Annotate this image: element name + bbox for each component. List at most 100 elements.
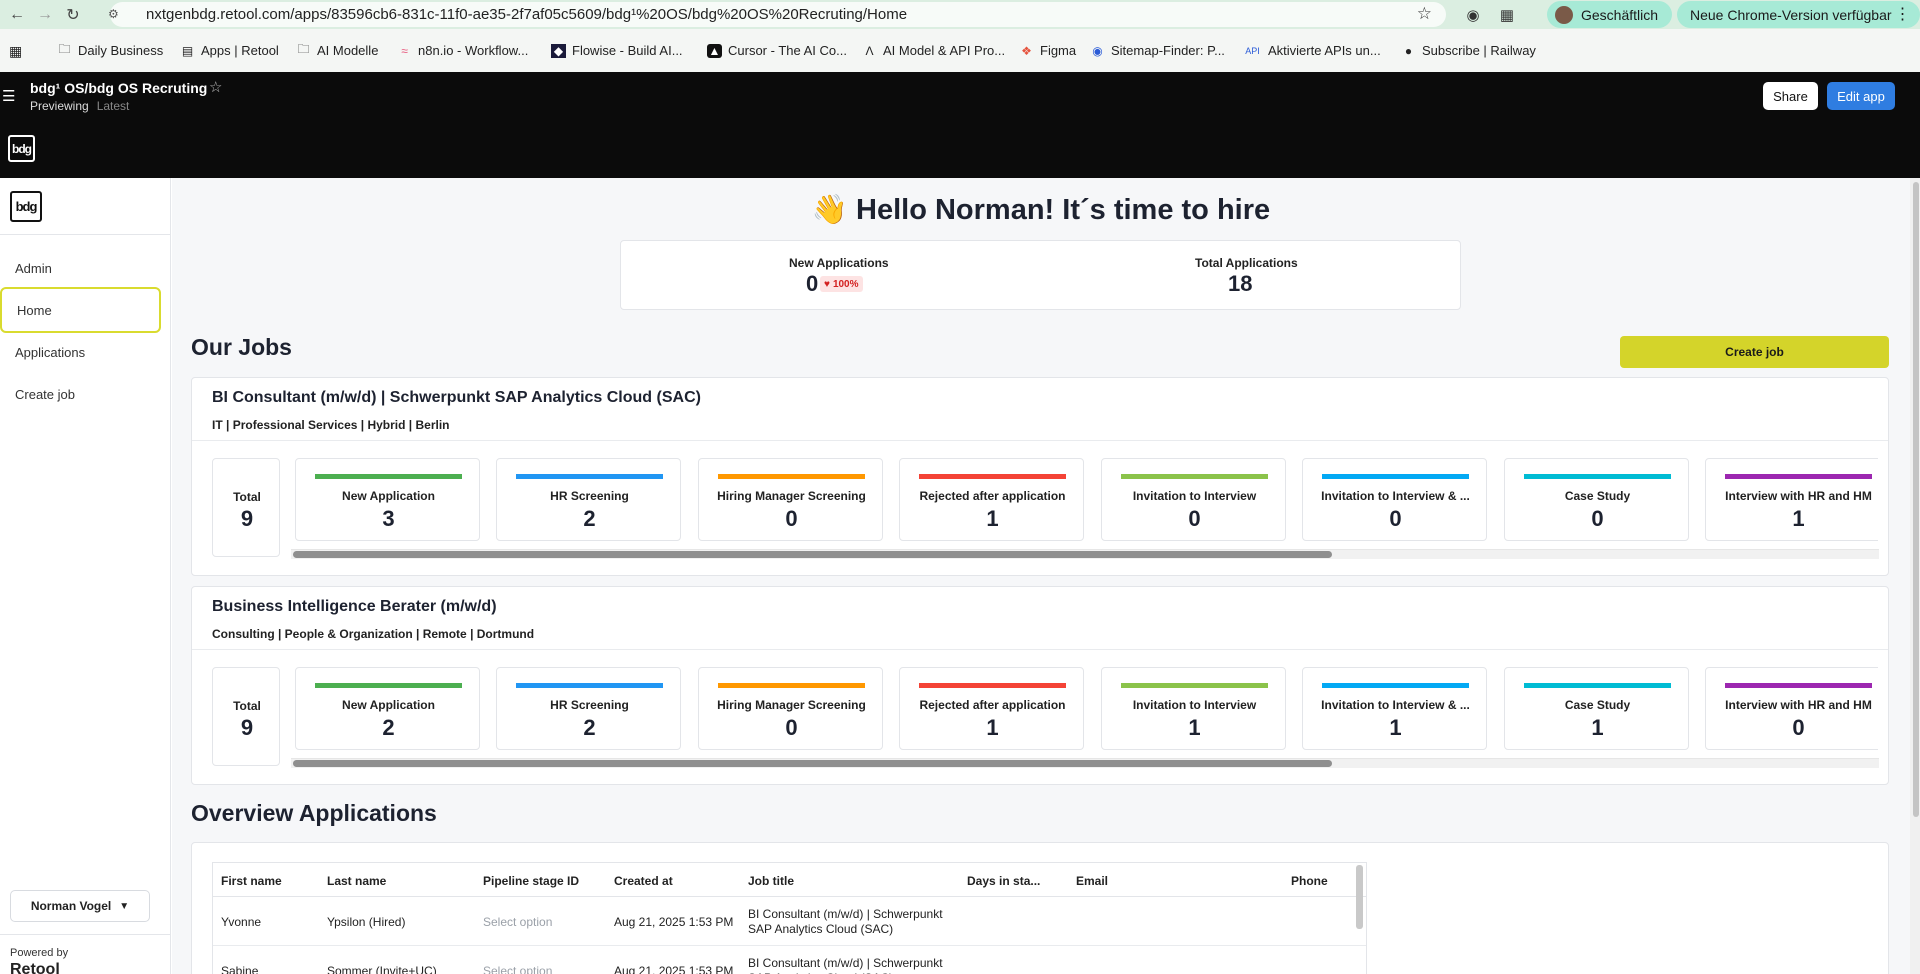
forward-icon[interactable]: → (37, 5, 53, 23)
job-meta: Consulting | People & Organization | Rem… (212, 627, 535, 641)
horizontal-scrollbar-thumb[interactable] (293, 760, 1332, 767)
favorite-star-icon[interactable]: ☆ (209, 79, 223, 96)
bookmark-cursor[interactable]: ▲ Cursor - The AI Co... (707, 43, 847, 58)
user-menu-button[interactable]: Norman Vogel ▼ (10, 890, 150, 922)
stage-invitation-interview-uc[interactable]: Invitation to Interview & ... 0 (1302, 458, 1487, 541)
stage-hr-screening[interactable]: HR Screening 2 (496, 458, 681, 541)
bookmark-flowise[interactable]: ◆ Flowise - Build AI... (551, 43, 683, 58)
bookmark-railway[interactable]: ● Subscribe | Railway (1401, 43, 1536, 58)
reload-icon[interactable]: ↻ (66, 6, 80, 24)
stage-hiring-manager-screening[interactable]: Hiring Manager Screening 0 (698, 458, 883, 541)
cell-job-title[interactable]: BI Consultant (m/w/d) | Schwerpunkt SAP … (748, 907, 943, 936)
header-logo: bdg (8, 135, 35, 162)
extension-icon[interactable]: ◉ (1466, 7, 1480, 24)
column-header-created-at[interactable]: Created at (614, 874, 673, 888)
cell-created-at[interactable]: Aug 21, 2025 1:53 PM (614, 964, 734, 974)
sidebar-divider (0, 234, 171, 235)
stage-interview-hr-hm[interactable]: Interview with HR and HM 0 (1705, 667, 1878, 750)
version-label[interactable]: Latest (96, 99, 130, 113)
column-header-job-title[interactable]: Job title (748, 874, 795, 888)
share-button[interactable]: Share (1763, 82, 1818, 110)
stage-new-application[interactable]: New Application 2 (295, 667, 480, 750)
bookmark-daily-business[interactable]: 🗀 Daily Business (58, 42, 164, 58)
sitemap-icon: ◉ (1092, 43, 1103, 58)
retool-logo[interactable]: Retool (10, 961, 60, 974)
column-header-last-name[interactable]: Last name (327, 874, 387, 888)
retool-icon: ▤ (181, 43, 194, 58)
stage-case-study[interactable]: Case Study 0 (1504, 458, 1689, 541)
table-vertical-scrollbar[interactable] (1356, 865, 1363, 929)
horizontal-scrollbar-thumb[interactable] (293, 551, 1332, 558)
page-scrollbar-thumb[interactable] (1913, 182, 1919, 817)
address-bar[interactable]: ⚙ nxtgenbdg.retool.com/apps/83596cb6-831… (108, 2, 1446, 27)
puzzle-icon[interactable]: ▦ (1499, 7, 1515, 24)
retool-menu-icon[interactable]: ☰ (2, 88, 16, 105)
bookmark-star-icon[interactable]: ☆ (1416, 4, 1432, 23)
site-info-icon[interactable]: ⚙ (108, 7, 119, 21)
railway-icon: ● (1404, 43, 1413, 58)
sidebar-item-create-job[interactable]: Create job (15, 386, 75, 402)
stage-invitation-interview[interactable]: Invitation to Interview 1 (1101, 667, 1286, 750)
stage-rejected[interactable]: Rejected after application 1 (899, 458, 1084, 541)
stage-invitation-interview-uc[interactable]: Invitation to Interview & ... 1 (1302, 667, 1487, 750)
apps-grid-icon[interactable]: ▦ (9, 43, 23, 59)
column-header-first-name[interactable]: First name (221, 874, 282, 888)
artificial-analysis-icon: Λ (865, 43, 874, 58)
user-name: Norman Vogel (30, 899, 112, 913)
column-header-days-in-stage[interactable]: Days in sta... (967, 874, 1041, 888)
sidebar-item-home[interactable]: Home (0, 287, 161, 333)
stage-color-bar (1725, 474, 1872, 479)
cell-job-title[interactable]: BI Consultant (m/w/d) | Schwerpunkt SAP … (748, 956, 943, 974)
cell-last-name[interactable]: Sommer (Invite+UC) (327, 964, 437, 974)
sidebar-item-applications[interactable]: Applications (15, 344, 86, 360)
kpi-new-label: New Applications (789, 256, 889, 270)
bookmark-ai-modelle[interactable]: 🗀 AI Modelle (297, 42, 379, 58)
stage-hiring-manager-screening[interactable]: Hiring Manager Screening 0 (698, 667, 883, 750)
stage-color-bar (718, 683, 865, 688)
stage-interview-hr-hm[interactable]: Interview with HR and HM 1 (1705, 458, 1878, 541)
stage-case-study[interactable]: Case Study 1 (1504, 667, 1689, 750)
stage-rejected[interactable]: Rejected after application 1 (899, 667, 1084, 750)
bookmark-n8n[interactable]: ≈ n8n.io - Workflow... (397, 43, 528, 58)
cell-first-name[interactable]: Sabine (221, 964, 259, 974)
stage-strip: Total 9 New Application 2 HR Screening 2 H… (192, 587, 1878, 784)
total-box: Total 9 (212, 458, 280, 557)
back-icon[interactable]: ← (9, 5, 25, 23)
bookmarks-bar: ▦ 🗀 Daily Business ▤ Apps | Retool 🗀 AI Mod… (0, 29, 1920, 72)
job-card: Business Intelligence Berater (m/w/d) Co… (191, 586, 1889, 785)
job-card: BI Consultant (m/w/d) | Schwerpunkt SAP … (191, 377, 1889, 576)
column-header-pipeline-stage[interactable]: Pipeline stage ID (483, 874, 580, 888)
stage-color-bar (1121, 683, 1268, 688)
bookmark-ai-model-api[interactable]: Λ AI Model & API Pro... (862, 43, 1005, 58)
cell-first-name[interactable]: Yvonne (221, 915, 262, 929)
stage-hr-screening[interactable]: HR Screening 2 (496, 667, 681, 750)
column-header-email[interactable]: Email (1076, 874, 1109, 888)
cell-pipeline-stage-select[interactable]: Select option (483, 915, 553, 929)
sidebar-item-admin[interactable]: Admin (15, 260, 52, 276)
app-title: bdg¹ OS/bdg OS Recruting (30, 80, 208, 96)
cell-pipeline-stage-select[interactable]: Select option (483, 964, 553, 974)
job-title[interactable]: BI Consultant (m/w/d) | Schwerpunkt SAP … (212, 389, 701, 406)
stage-color-bar (1524, 474, 1671, 479)
bookmark-aktivierte-apis[interactable]: API Aktivierte APIs un... (1243, 43, 1380, 58)
cell-created-at[interactable]: Aug 21, 2025 1:53 PM (614, 915, 734, 929)
bookmark-apps-retool[interactable]: ▤ Apps | Retool (181, 43, 279, 58)
update-label: Neue Chrome-Version verfügbar (1690, 6, 1892, 23)
create-job-button[interactable]: Create job (1620, 336, 1889, 368)
bookmark-sitemap-finder[interactable]: ◉ Sitemap-Finder: P... (1090, 43, 1225, 58)
profile-button[interactable]: Geschäftlich (1547, 1, 1673, 28)
chrome-update-button[interactable]: Neue Chrome-Version verfügbar ⋮ (1677, 1, 1920, 28)
cell-last-name[interactable]: Ypsilon (Hired) (327, 915, 406, 929)
stage-strip: Total 9 New Application 3 HR Screening 2 H… (192, 378, 1878, 575)
bookmark-figma[interactable]: ❖ Figma (1019, 43, 1076, 58)
stage-color-bar (315, 683, 462, 688)
total-value: 9 (240, 506, 254, 531)
column-header-phone[interactable]: Phone (1291, 874, 1328, 888)
powered-by-label: Powered by (10, 947, 69, 959)
stage-color-bar (718, 474, 865, 479)
stage-invitation-interview[interactable]: Invitation to Interview 0 (1101, 458, 1286, 541)
flowise-icon: ◆ (551, 43, 566, 58)
edit-app-button[interactable]: Edit app (1827, 82, 1895, 110)
stage-new-application[interactable]: New Application 3 (295, 458, 480, 541)
job-title[interactable]: Business Intelligence Berater (m/w/d) (212, 598, 497, 615)
